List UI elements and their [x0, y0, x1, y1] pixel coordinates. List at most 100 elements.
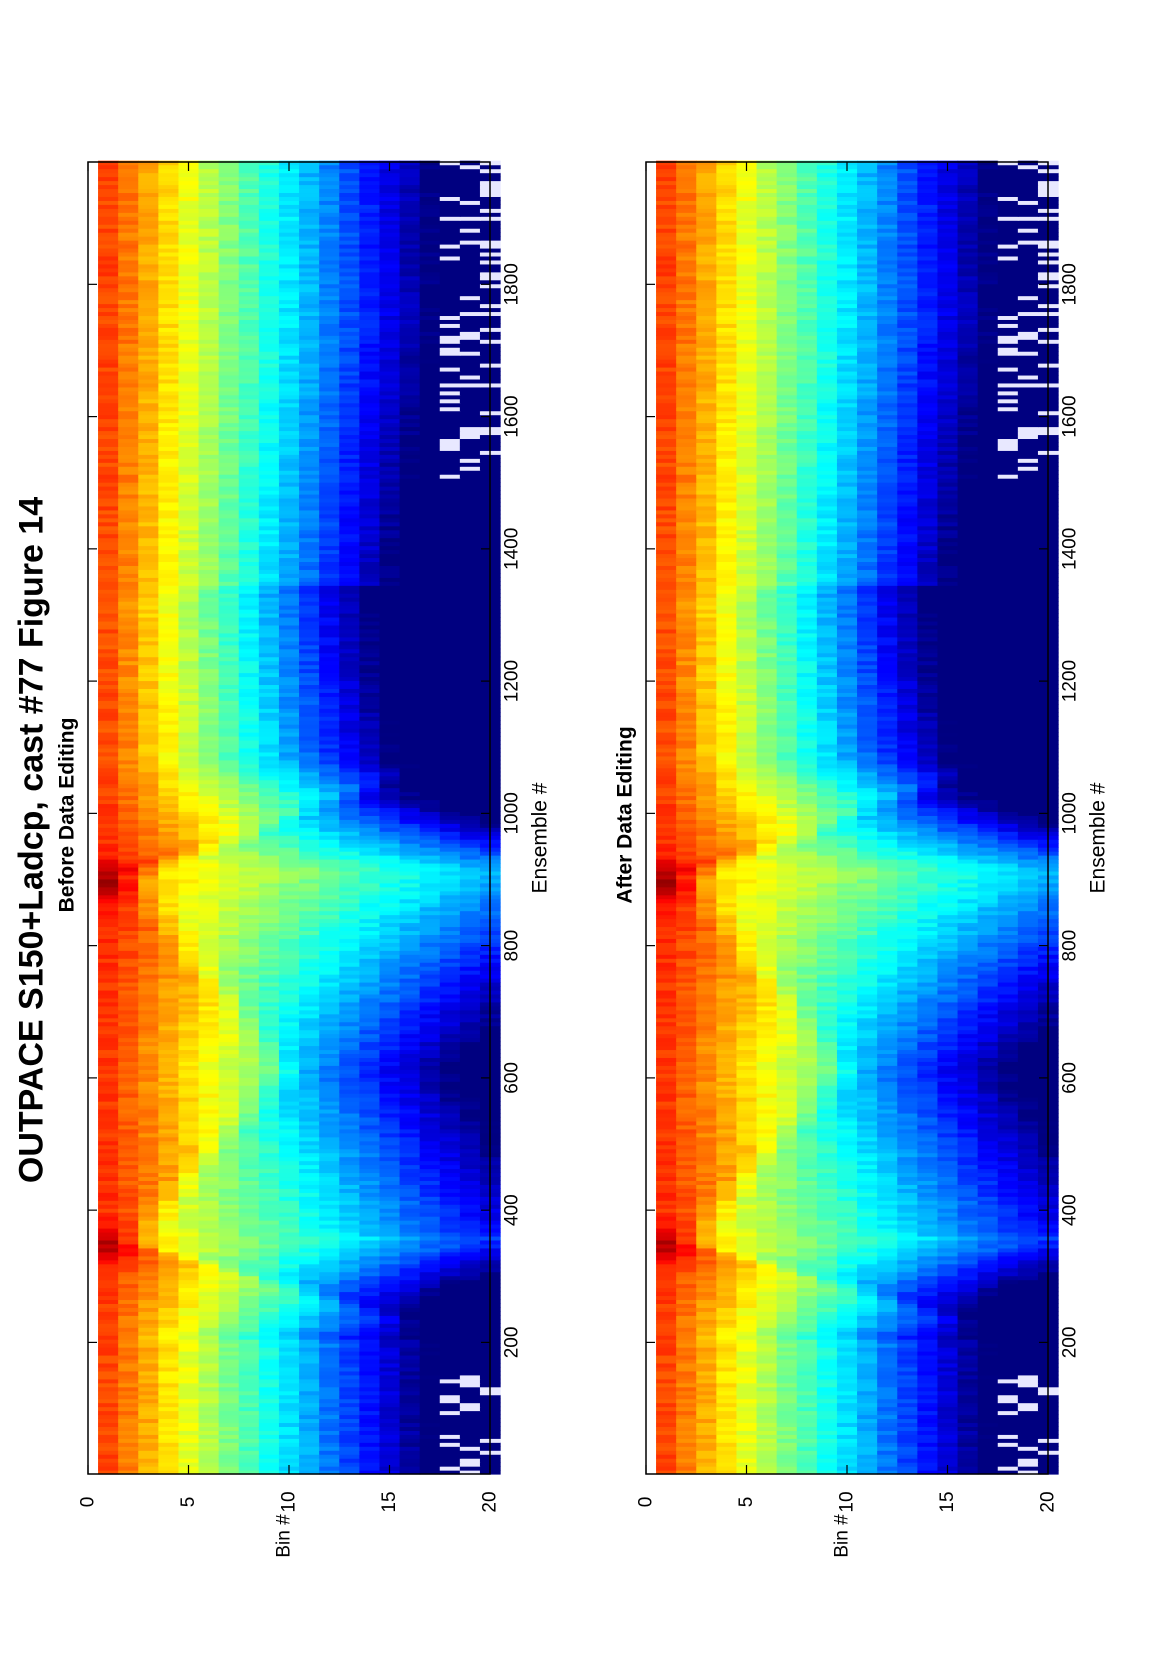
heatmap-cell	[399, 843, 421, 848]
heatmap-cell	[238, 1351, 260, 1356]
heatmap-cell	[339, 882, 360, 888]
heatmap-cell	[218, 1124, 240, 1130]
heatmap-cell	[379, 743, 401, 749]
heatmap-cell	[138, 616, 159, 622]
heatmap-cell	[258, 1311, 280, 1316]
heatmap-cell	[399, 593, 421, 598]
heatmap-cell	[198, 1450, 220, 1455]
heatmap-cell	[339, 672, 360, 678]
heatmap-cell	[158, 620, 180, 626]
heatmap-cell	[419, 974, 441, 979]
heatmap-cell	[278, 1339, 300, 1344]
heatmap-cell	[439, 1168, 461, 1174]
heatmap-cell	[158, 1267, 180, 1273]
heatmap-cell	[278, 1073, 300, 1078]
heatmap-cell	[299, 1049, 320, 1055]
heatmap-cell	[439, 898, 461, 904]
heatmap-cell	[359, 1354, 381, 1360]
heatmap-cell	[419, 1402, 441, 1408]
heatmap-cell	[459, 1228, 481, 1233]
heatmap-cell	[138, 589, 159, 594]
heatmap-cell	[419, 1386, 441, 1392]
heatmap-cell	[459, 1164, 481, 1170]
heatmap-cell	[339, 874, 360, 880]
heatmap-cell	[218, 930, 240, 935]
heatmap-cell	[359, 1390, 381, 1396]
heatmap-cell	[218, 1216, 240, 1221]
heatmap-cell	[339, 1192, 360, 1197]
heatmap-cell	[299, 1152, 320, 1158]
heatmap-cell	[459, 1045, 481, 1051]
heatmap-cell	[178, 732, 200, 737]
heatmap-cell	[138, 652, 159, 658]
heatmap-cell	[419, 855, 441, 860]
heatmap-cell	[138, 1045, 159, 1051]
heatmap-cell	[379, 1128, 401, 1134]
heatmap-cell	[278, 525, 300, 531]
heatmap-cell	[158, 1029, 180, 1035]
heatmap-cell	[319, 1045, 340, 1051]
heatmap-cell	[339, 859, 360, 864]
heatmap-cell	[459, 692, 481, 697]
heatmap-cell	[238, 950, 260, 955]
heatmap-cell	[198, 1093, 220, 1098]
heatmap-cell	[238, 700, 260, 705]
heatmap-cell	[439, 1267, 461, 1273]
heatmap-cell	[278, 1406, 300, 1412]
heatmap-cell	[419, 1378, 441, 1384]
heatmap-cell	[198, 938, 220, 943]
heatmap-cell	[258, 1442, 280, 1447]
heatmap-cell	[178, 942, 200, 947]
heatmap-cell	[98, 743, 119, 749]
heatmap-cell	[299, 1418, 320, 1424]
heatmap-cell	[278, 1228, 300, 1233]
heatmap-cell	[299, 525, 320, 531]
heatmap-cell	[98, 1120, 119, 1126]
heatmap-cell	[138, 482, 159, 487]
heatmap-cell	[238, 696, 260, 701]
heatmap-cell	[258, 1426, 280, 1431]
heatmap-cell	[278, 624, 300, 630]
heatmap-cell	[218, 918, 240, 924]
heatmap-cell	[118, 1216, 139, 1221]
heatmap-cell	[299, 1025, 320, 1031]
heatmap-cell	[238, 1216, 260, 1221]
heatmap-cell	[258, 1005, 280, 1011]
heatmap-cell	[118, 581, 139, 586]
heatmap-cell	[158, 589, 180, 594]
heatmap-cell	[278, 886, 300, 892]
heatmap-cell	[339, 541, 360, 547]
heatmap-cell	[399, 859, 421, 864]
heatmap-cell	[359, 918, 381, 924]
heatmap-cell	[258, 989, 280, 995]
heatmap-cell	[459, 1136, 481, 1142]
heatmap-cell	[198, 739, 220, 745]
heatmap-cell	[178, 1430, 200, 1435]
heatmap-cell	[359, 1101, 381, 1106]
heatmap-cell	[399, 1267, 421, 1273]
heatmap-cell	[118, 720, 139, 725]
heatmap-cell	[459, 1339, 481, 1344]
heatmap-cell	[218, 755, 240, 761]
heatmap-cell	[198, 728, 220, 733]
heatmap-cell	[339, 573, 360, 578]
heatmap-cell	[339, 1406, 360, 1412]
heatmap-cell	[218, 739, 240, 745]
heatmap-cell	[459, 1267, 481, 1273]
heatmap-cell	[258, 644, 280, 650]
heatmap-cell	[218, 628, 240, 634]
heatmap-cell	[258, 672, 280, 678]
heatmap-cell	[238, 799, 260, 805]
heatmap-cell	[238, 557, 260, 563]
heatmap-cell	[379, 1148, 401, 1154]
heatmap-cell	[299, 1160, 320, 1166]
heatmap-cell	[459, 1176, 481, 1181]
heatmap-cell	[218, 862, 240, 868]
heatmap-cell	[198, 1164, 220, 1170]
heatmap-cell	[238, 938, 260, 943]
heatmap-cell	[419, 906, 441, 912]
heatmap-cell	[299, 1362, 320, 1368]
heatmap-cell	[399, 640, 421, 646]
heatmap-cell	[379, 700, 401, 705]
heatmap-cell	[379, 1112, 401, 1118]
